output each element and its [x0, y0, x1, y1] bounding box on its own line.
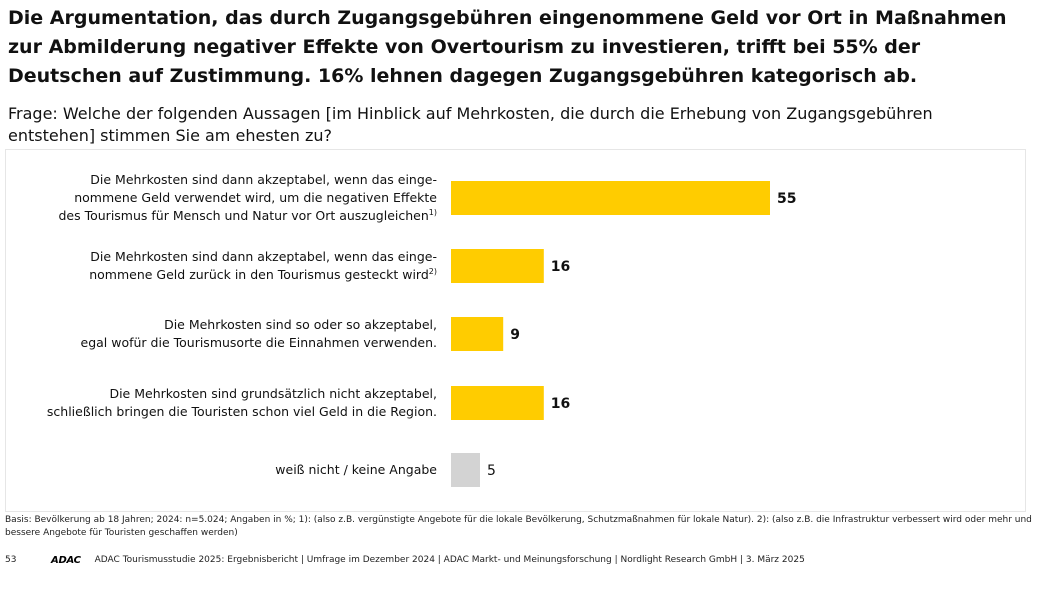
category-label-line: weiß nicht / keine Angabe	[275, 462, 437, 477]
footer: 53 ADAC ADAC Tourismusstudie 2025: Ergeb…	[5, 553, 805, 567]
category-label-line: schließlich bringen die Touristen schon …	[46, 404, 437, 419]
footnote-marker: 2)	[428, 266, 437, 276]
bar-4	[451, 386, 544, 420]
bar-3	[451, 317, 504, 351]
data-label-3: 9	[510, 327, 520, 343]
category-label-line: nommene Geld verwendet wird, um die nega…	[74, 190, 437, 205]
chart-plot-area: 55 16 9 16 5	[451, 181, 796, 487]
category-label-line: Die Mehrkosten sind dann akzeptabel, wen…	[90, 249, 437, 264]
category-label-line: des Tourismus für Mensch und Natur vor O…	[58, 207, 437, 223]
data-label-2: 16	[551, 259, 570, 275]
page-number: 53	[5, 555, 17, 565]
category-label-line: egal wofür die Tourismusorte die Einnahm…	[80, 335, 438, 350]
data-label-4: 16	[551, 396, 570, 412]
category-label-line: nommene Geld zurück in den Tourismus ges…	[89, 266, 437, 282]
bar-2	[451, 249, 544, 283]
category-label-5: weiß nicht / keine Angabe	[275, 461, 437, 479]
data-label-5: 5	[487, 463, 496, 479]
category-label-2: Die Mehrkosten sind dann akzeptabel, wen…	[89, 248, 437, 284]
headline: Die Argumentation, das durch Zugangsgebü…	[8, 7, 1007, 87]
footnote: Basis: Bevölkerung ab 18 Jahren; 2024: n…	[5, 515, 1032, 538]
category-label-line: Die Mehrkosten sind so oder so akzeptabe…	[164, 317, 437, 332]
bar-chart: 55 16 9 16 5 Die Mehrkosten sind dann akzept…	[5, 149, 1026, 512]
bar-1	[451, 181, 770, 215]
category-label-3: Die Mehrkosten sind so oder so akzeptabe…	[81, 316, 438, 352]
category-label-1: Die Mehrkosten sind dann akzeptabel, wen…	[58, 171, 437, 225]
category-label-4: Die Mehrkosten sind grundsätzlich nicht …	[47, 385, 437, 421]
footnote-marker: 1)	[428, 207, 437, 217]
category-label-line: Die Mehrkosten sind dann akzeptabel, wen…	[90, 172, 437, 187]
data-label-1: 55	[777, 191, 796, 207]
survey-question: Frage: Welche der folgenden Aussagen [im…	[8, 104, 933, 145]
category-label-line: Die Mehrkosten sind grundsätzlich nicht …	[109, 386, 437, 401]
bar-5	[451, 453, 480, 487]
footer-text: ADAC Tourismusstudie 2025: Ergebnisberic…	[94, 555, 805, 565]
adac-logo: ADAC	[51, 554, 81, 566]
